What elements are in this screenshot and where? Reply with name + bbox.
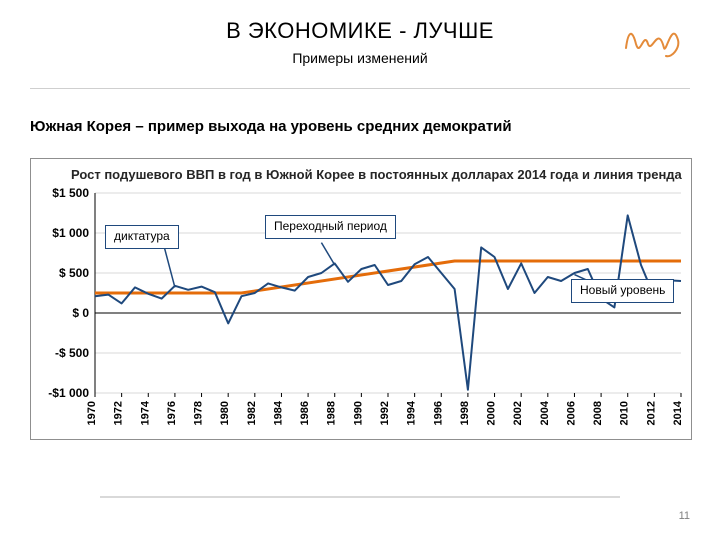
svg-text:1992: 1992 — [379, 401, 391, 425]
svg-text:1990: 1990 — [352, 401, 364, 425]
chart-container: Рост подушевого ВВП в год в Южной Корее … — [30, 158, 692, 440]
svg-text:1988: 1988 — [326, 401, 338, 425]
svg-text:2000: 2000 — [486, 401, 498, 425]
svg-text:2012: 2012 — [645, 401, 657, 425]
svg-text:2008: 2008 — [592, 401, 604, 425]
svg-text:1982: 1982 — [246, 401, 258, 425]
slide-subtitle: Примеры изменений — [0, 44, 720, 66]
svg-text:$ 0: $ 0 — [72, 306, 89, 320]
logo — [622, 14, 692, 62]
svg-text:1978: 1978 — [193, 401, 205, 425]
callout-transition: Переходный период — [265, 215, 396, 239]
callout-newlevel: Новый уровень — [571, 279, 674, 303]
svg-text:1972: 1972 — [113, 401, 125, 425]
svg-text:2004: 2004 — [539, 400, 551, 425]
svg-text:1980: 1980 — [219, 401, 231, 425]
svg-text:1986: 1986 — [299, 401, 311, 425]
svg-text:2014: 2014 — [672, 400, 684, 425]
svg-text:2002: 2002 — [512, 401, 524, 425]
svg-text:-$1 000: -$1 000 — [48, 386, 89, 400]
svg-text:-$ 500: -$ 500 — [55, 346, 89, 360]
slide-title: В ЭКОНОМИКЕ - ЛУЧШЕ — [0, 0, 720, 44]
section-heading: Южная Корея – пример выхода на уровень с… — [30, 118, 512, 135]
svg-text:1998: 1998 — [459, 401, 471, 425]
page-number: 11 — [679, 510, 690, 522]
callout-dictatorship: диктатура — [105, 225, 179, 249]
svg-text:2010: 2010 — [619, 401, 631, 425]
svg-text:$1 500: $1 500 — [52, 186, 89, 200]
svg-text:1984: 1984 — [272, 400, 284, 425]
chart-title: Рост подушевого ВВП в год в Южной Корее … — [71, 167, 682, 182]
svg-text:2006: 2006 — [565, 401, 577, 425]
svg-text:1970: 1970 — [86, 401, 98, 425]
divider-top — [30, 88, 690, 89]
svg-text:$ 500: $ 500 — [59, 266, 89, 280]
svg-text:1974: 1974 — [139, 400, 151, 425]
svg-text:$1 000: $1 000 — [52, 226, 89, 240]
divider-bottom — [100, 496, 620, 498]
slide: { "header": { "title": "В ЭКОНОМИКЕ - ЛУ… — [0, 0, 720, 540]
svg-text:1976: 1976 — [166, 401, 178, 425]
svg-text:1996: 1996 — [432, 401, 444, 425]
svg-text:1994: 1994 — [406, 400, 418, 425]
